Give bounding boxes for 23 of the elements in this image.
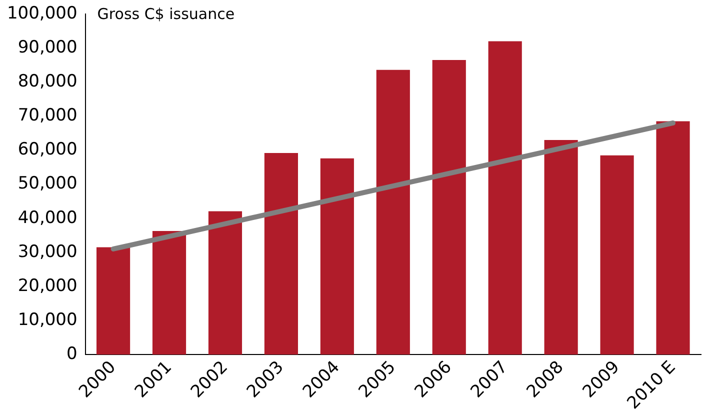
y-tick-label: 90,000 (18, 37, 78, 58)
y-tick-label: 30,000 (18, 242, 78, 262)
y-tick-label: 40,000 (18, 208, 78, 228)
bar (152, 230, 186, 355)
bar (600, 155, 634, 355)
y-tick-label: 0 (66, 344, 78, 364)
y-tick-label: 60,000 (18, 140, 78, 160)
y-tick-label: 50,000 (18, 174, 78, 194)
bar (656, 121, 690, 355)
bar (488, 41, 522, 355)
bar (320, 158, 354, 355)
bar (208, 211, 242, 355)
bar (264, 152, 298, 355)
chart-title: Gross C$ issuance (97, 4, 235, 23)
y-tick-label: 100,000 (6, 3, 78, 24)
bar (432, 60, 466, 355)
y-tick-label: 70,000 (18, 106, 78, 126)
bar (96, 247, 130, 355)
y-tick-label: 10,000 (18, 310, 78, 330)
y-tick-label: 80,000 (18, 72, 78, 92)
bar (376, 70, 410, 355)
bar (544, 140, 578, 355)
y-tick-label: 20,000 (18, 276, 78, 296)
